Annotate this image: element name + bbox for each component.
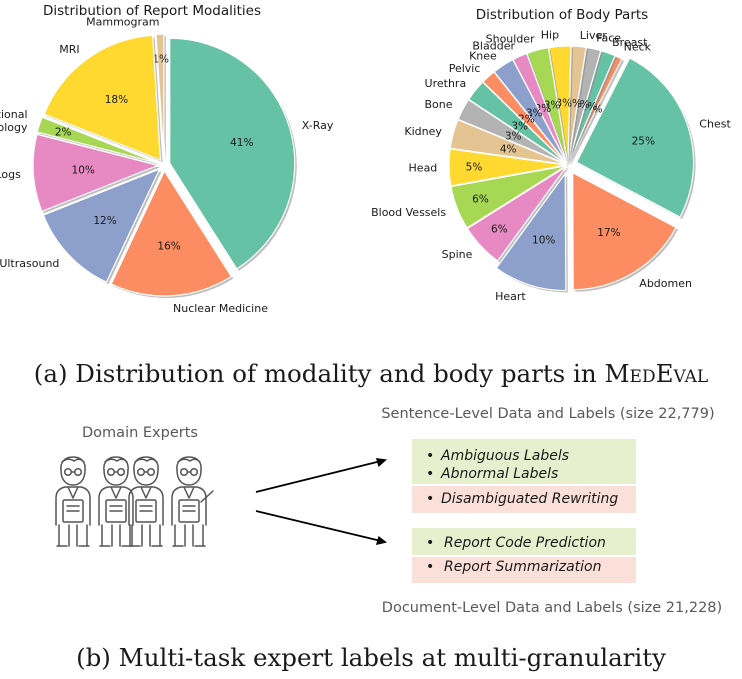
category-label-breast: Breast [612, 36, 648, 49]
modality-pie: 1% Mammogram 18% MRI 2% InterventionalRadiolo… [0, 16, 334, 316]
slice-heart [495, 171, 567, 292]
pct-label-interventional-radiology: 2% [55, 127, 72, 139]
expert-figure [98, 456, 134, 547]
category-label-heart: Heart [495, 290, 526, 303]
category-label-line: Radiology [0, 121, 28, 134]
category-label-blood-vessels: Blood Vessels [371, 206, 446, 219]
pct-label-abdomen: 17% [597, 227, 620, 239]
bullet-icon: • [426, 559, 434, 575]
report-summarization-item: Report Summarization [444, 559, 602, 575]
category-label-line: Interventional [0, 108, 28, 121]
ambiguous-labels-item: Ambiguous Labels [440, 448, 569, 464]
slice-logs [32, 133, 160, 213]
pct-label-logs: 10% [72, 165, 95, 177]
caption-a: (a) Distribution of modality and body pa… [34, 359, 708, 388]
domain-experts-illustration [55, 456, 214, 547]
sentence-task-box [412, 439, 636, 484]
category-label-mri: MRI [59, 43, 79, 56]
document-code-box [412, 528, 636, 555]
expert-figure [171, 456, 214, 547]
slice-mammogram [155, 33, 165, 160]
category-label-neck: Neck [624, 41, 652, 54]
arrow-to-document [255, 510, 387, 545]
report-code-prediction-item: Report Code Prediction [444, 535, 606, 551]
domain-experts-label: Domain Experts [82, 425, 198, 441]
abnormal-labels-item: Abnormal Labels [440, 466, 558, 482]
pct-label-blood-vessels: 6% [472, 194, 489, 206]
body-part-pie: 1%Neck2%Breast2%Face2%Liver3%Hip3%Should… [371, 29, 731, 303]
document-level-heading: Document-Level Data and Labels (size 21,… [382, 600, 722, 616]
pct-label-kidney: 4% [500, 143, 517, 155]
caption-a-mid: E [656, 359, 674, 388]
category-label-logs: Logs [0, 168, 21, 181]
category-label-liver: Liver [580, 29, 607, 42]
pct-label-urethra: 3% [511, 121, 528, 133]
category-label-shoulder: Shoulder [486, 33, 535, 46]
slice-mri [43, 34, 162, 162]
category-label-nuclear-medicine: Nuclear Medicine [173, 302, 268, 315]
slice-blood-vessels [450, 165, 567, 229]
category-label-abdomen: Abdomen [639, 277, 692, 290]
bullet-icon: • [426, 491, 434, 507]
sentence-rewrite-box [412, 486, 636, 513]
category-label-pelvic: Pelvic [449, 62, 481, 75]
pct-label-chest: 25% [632, 136, 655, 148]
category-label-chest: Chest [699, 118, 731, 131]
category-label-kidney: Kidney [404, 125, 442, 138]
pct-label-nuclear-medicine: 16% [157, 240, 180, 252]
bullet-icon: • [426, 535, 434, 551]
slice-head [448, 148, 567, 187]
pct-label-x-ray: 41% [230, 137, 253, 149]
modality-chart-title: Distribution of Report Modalities [43, 3, 261, 19]
slice-shadow-neck [570, 57, 624, 166]
disambiguated-rewriting-item: Disambiguated Rewriting [441, 491, 618, 507]
pct-label-heart: 10% [532, 235, 555, 247]
pct-label-ultrasound: 12% [93, 215, 116, 227]
slice-shadow-breast [570, 52, 618, 166]
document-summary-box [412, 557, 636, 583]
pct-label-head: 5% [466, 161, 483, 173]
pct-label-mri: 18% [105, 94, 128, 106]
arrow-to-sentence [255, 458, 387, 493]
category-label-bladder: Bladder [472, 40, 515, 53]
category-label-bone: Bone [424, 98, 452, 111]
category-label-spine: Spine [442, 248, 473, 261]
sentence-level-heading: Sentence-Level Data and Labels (size 22,… [381, 406, 714, 422]
category-label-hip: Hip [541, 29, 559, 42]
category-label-face: Face [596, 31, 621, 44]
caption-a-sc2: VAL [672, 367, 708, 387]
category-label-head: Head [409, 162, 438, 175]
slice-ultrasound [42, 167, 161, 284]
pct-label-mammogram: 1% [152, 54, 169, 66]
category-label-mammogram: Mammogram [86, 16, 159, 29]
bullet-icon: • [426, 466, 434, 482]
category-label-knee: Knee [469, 49, 497, 62]
slice-spine [466, 165, 568, 262]
pct-label-spine: 6% [491, 224, 508, 236]
slice-abdomen [572, 171, 677, 291]
expert-figure [55, 456, 91, 547]
expert-figure [128, 456, 164, 547]
slice-nuclear-medicine [110, 169, 233, 297]
slice-interventional-radiology [36, 116, 159, 164]
slice-shadow-face [570, 49, 603, 166]
slice-x-ray [169, 37, 296, 270]
category-label-x-ray: X-Ray [302, 119, 334, 132]
category-label-urethra: Urethra [425, 77, 467, 90]
bullet-icon: • [426, 448, 434, 464]
slice-chest [575, 57, 695, 218]
category-label-ultrasound: Ultrasound [0, 257, 59, 270]
category-label-interventional-radiology: InterventionalRadiology [0, 108, 28, 134]
pct-label-bone: 3% [505, 131, 522, 143]
caption-a-sc1: ED [630, 367, 656, 387]
body-part-chart-title: Distribution of Body Parts [476, 7, 648, 23]
caption-b: (b) Multi-task expert labels at multi-gr… [76, 643, 666, 672]
caption-a-prefix: (a) Distribution of modality and body pa… [34, 359, 630, 388]
